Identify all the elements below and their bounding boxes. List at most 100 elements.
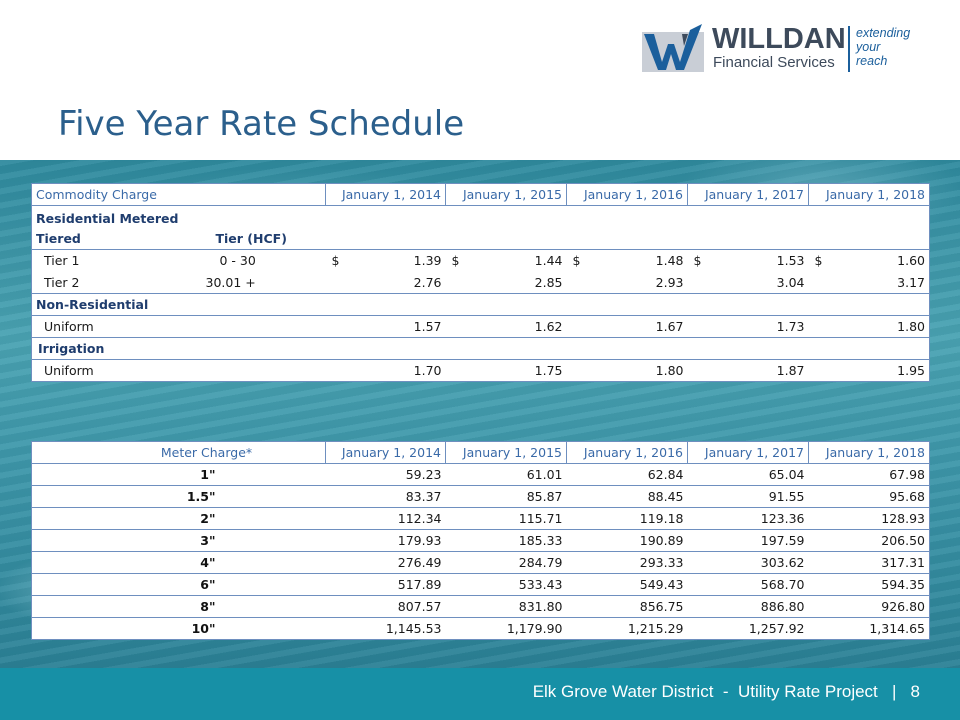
meter-charge-value: 807.57: [325, 595, 446, 618]
commodity-charge-header: Commodity Charge: [30, 183, 326, 206]
meter-size: 10": [31, 617, 326, 640]
table-row: 8" 807.57 831.80 856.75 886.80 926.80: [31, 595, 930, 618]
tier1-2015: $1.44: [446, 250, 567, 272]
table-row: 10" 1,145.53 1,179.90 1,215.29 1,257.92 1,314…: [31, 617, 930, 640]
meter-charge-value: 83.37: [325, 485, 446, 508]
nonres-section-row: Non-Residential: [30, 293, 931, 316]
meter-charge-value: 115.71: [445, 507, 567, 530]
meter-col-header-2017: January 1, 2017: [687, 441, 809, 464]
footer-text: Elk Grove Water District - Utility Rate …: [532, 682, 920, 701]
page-title: Five Year Rate Schedule: [58, 104, 465, 144]
tier2-2015: 2.85: [445, 271, 567, 294]
table-row: 2" 112.34 115.71 119.18 123.36 128.93: [31, 507, 930, 530]
residential-metered-label: Residential Metered: [30, 205, 326, 228]
col-header-2016: January 1, 2016: [566, 183, 688, 206]
tier2-2016: 2.93: [566, 271, 688, 294]
meter-size: 8": [31, 595, 326, 618]
meter-charge-value: 517.89: [325, 573, 446, 596]
meter-table-body: 1" 59.23 61.01 62.84 65.04 67.98 1.5" 83.37 85.8…: [31, 463, 930, 640]
meter-size: 6": [31, 573, 326, 596]
nonres-2017: 1.73: [687, 315, 809, 338]
meter-charge-value: 549.43: [566, 573, 688, 596]
irrigation-2016: 1.80: [566, 359, 688, 382]
irrigation-uniform-label: Uniform: [30, 359, 326, 382]
meter-charge-value: 65.04: [687, 463, 809, 486]
irrigation-2018: 1.95: [808, 359, 931, 382]
meter-charge-table: Meter Charge* January 1, 2014 January 1,…: [31, 441, 930, 640]
table-row: 3" 179.93 185.33 190.89 197.59 206.50: [31, 529, 930, 552]
nonres-uniform-row: Uniform 1.57 1.62 1.67 1.73 1.80: [30, 315, 931, 338]
meter-charge-value: 293.33: [566, 551, 688, 574]
logo-subtitle: Financial Services: [713, 54, 835, 71]
tier1-row: Tier 1 0 - 30 $1.39 $1.44 $1.48 $1.53 $1…: [31, 249, 931, 272]
tier1-2018: $1.60: [808, 249, 931, 272]
currency-symbol: $: [814, 253, 823, 268]
col-header-2014: January 1, 2014: [325, 183, 446, 206]
table-row: 6" 517.89 533.43 549.43 568.70 594.35: [31, 573, 930, 596]
meter-charge-value: 67.98: [808, 463, 930, 486]
meter-charge-value: 568.70: [687, 573, 809, 596]
tier1-2017: $1.53: [688, 250, 809, 272]
meter-col-header-2016: January 1, 2016: [566, 441, 688, 464]
meter-charge-value: 206.50: [808, 529, 930, 552]
meter-size: 1": [31, 463, 326, 486]
meter-charge-value: 276.49: [325, 551, 446, 574]
meter-charge-value: 533.43: [445, 573, 567, 596]
meter-charge-value: 128.93: [808, 507, 930, 530]
tagline-line-2: your: [856, 40, 881, 54]
meter-charge-value: 1,179.90: [445, 617, 567, 640]
meter-charge-value: 91.55: [687, 485, 809, 508]
meter-charge-value: 1,215.29: [566, 617, 688, 640]
tier2-2014: 2.76: [325, 271, 446, 294]
currency-symbol: $: [693, 253, 702, 268]
tier1-2015-value: 1.44: [534, 253, 563, 269]
irrigation-section-row: Irrigation: [30, 337, 931, 360]
tiered-label-row: Tiered Tier (HCF): [31, 227, 931, 250]
meter-charge-value: 284.79: [445, 551, 567, 574]
tier-hcf-label: Tier (HCF): [203, 227, 326, 250]
tier1-2016: $1.48: [567, 250, 688, 272]
col-header-2017: January 1, 2017: [687, 183, 809, 206]
table-row: 1.5" 83.37 85.87 88.45 91.55 95.68: [31, 485, 930, 508]
meter-charge-value: 1,145.53: [325, 617, 446, 640]
tiered-label: Tiered: [31, 227, 204, 250]
meter-col-header-2014: January 1, 2014: [325, 441, 446, 464]
meter-charge-value: 1,257.92: [687, 617, 809, 640]
footer-bar: Elk Grove Water District - Utility Rate …: [0, 668, 960, 720]
irrigation-2017: 1.87: [687, 359, 809, 382]
logo-tagline: extending your reach: [856, 26, 910, 68]
tier2-2018: 3.17: [808, 271, 931, 294]
irrigation-uniform-row: Uniform 1.70 1.75 1.80 1.87 1.95: [30, 359, 931, 382]
nonres-2016: 1.67: [566, 315, 688, 338]
nonres-2018: 1.80: [808, 315, 931, 338]
meter-charge-value: 1,314.65: [808, 617, 930, 640]
tier2-label: Tier 2: [31, 271, 204, 294]
meter-charge-value: 926.80: [808, 595, 930, 618]
meter-charge-value: 831.80: [445, 595, 567, 618]
logo-divider: [848, 26, 850, 72]
meter-size: 1.5": [31, 485, 326, 508]
currency-symbol: $: [331, 253, 340, 268]
col-header-2018: January 1, 2018: [808, 183, 931, 206]
tier1-2017-value: 1.53: [776, 253, 805, 269]
meter-size: 3": [31, 529, 326, 552]
meter-charge-value: 179.93: [325, 529, 446, 552]
residential-section-row: Residential Metered: [30, 205, 931, 228]
meter-charge-value: 95.68: [808, 485, 930, 508]
nonres-2014: 1.57: [325, 315, 446, 338]
meter-col-header-2018: January 1, 2018: [808, 441, 930, 464]
table-row: 1" 59.23 61.01 62.84 65.04 67.98: [31, 463, 930, 486]
irrigation-2015: 1.75: [445, 359, 567, 382]
table-row: 4" 276.49 284.79 293.33 303.62 317.31: [31, 551, 930, 574]
meter-size: 4": [31, 551, 326, 574]
meter-charge-value: 594.35: [808, 573, 930, 596]
currency-symbol: $: [572, 253, 581, 268]
meter-charge-value: 886.80: [687, 595, 809, 618]
nonres-2015: 1.62: [445, 315, 567, 338]
meter-charge-value: 85.87: [445, 485, 567, 508]
meter-charge-value: 317.31: [808, 551, 930, 574]
tagline-line-3: reach: [856, 54, 888, 68]
tier2-2017: 3.04: [687, 271, 809, 294]
nonres-uniform-label: Uniform: [30, 315, 326, 338]
meter-charge-value: 59.23: [325, 463, 446, 486]
